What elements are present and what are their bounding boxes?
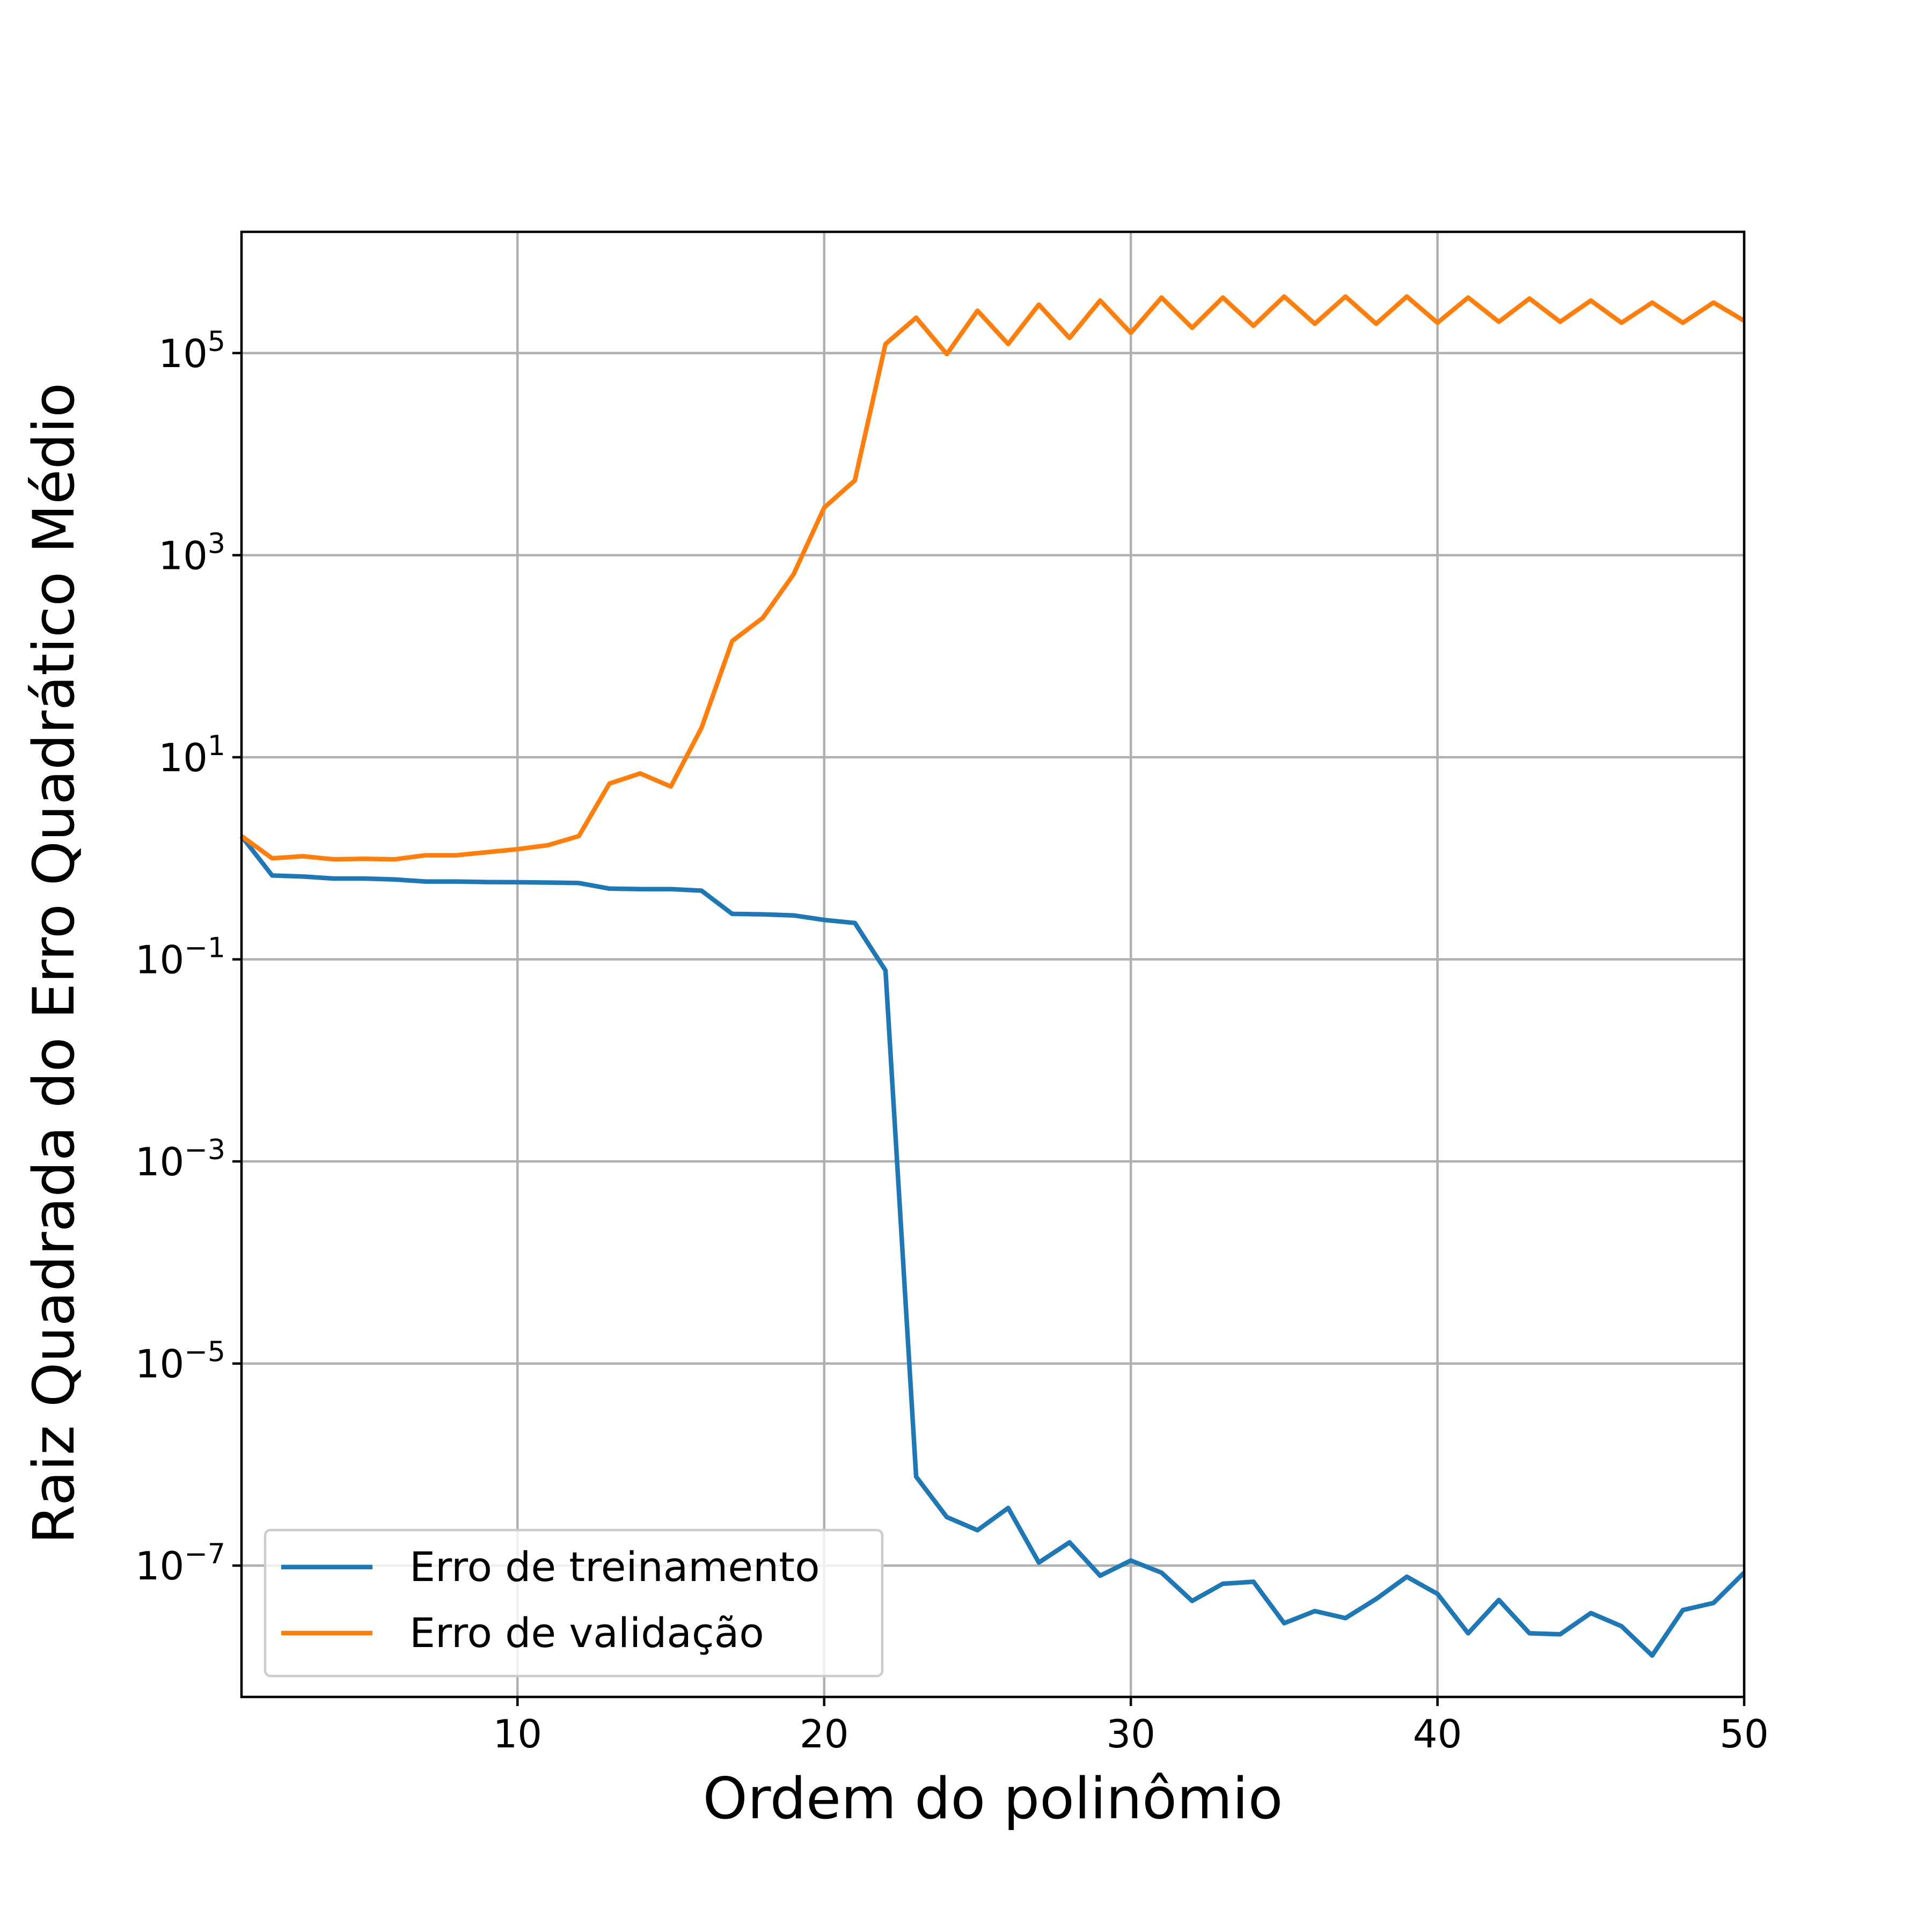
y-tick-base: 10 xyxy=(158,331,208,376)
x-axis-label: Ordem do polinômio xyxy=(702,1766,1283,1832)
y-tick-exponent: −3 xyxy=(184,1134,225,1166)
x-tick-label: 10 xyxy=(493,1711,542,1757)
y-tick-label: 10−3 xyxy=(135,1134,225,1184)
y-tick-label: 10−7 xyxy=(135,1538,225,1589)
y-tick-exponent: −1 xyxy=(184,932,225,964)
legend: Erro de treinamento Erro de validação xyxy=(264,1528,884,1678)
y-tick-exponent: −7 xyxy=(184,1538,225,1570)
plot-area xyxy=(241,232,1744,1697)
y-tick-base: 10 xyxy=(158,533,208,578)
plot-frame xyxy=(240,230,1746,1699)
y-tick-exponent: 1 xyxy=(208,730,225,762)
series-layer xyxy=(239,294,1746,1658)
x-axis: 10 20 30 40 50 xyxy=(493,1697,1769,1757)
y-tick-label: 101 xyxy=(158,730,225,780)
y-tick-exponent: 3 xyxy=(208,528,225,560)
y-tick-label: 103 xyxy=(158,528,225,578)
y-tick-base: 10 xyxy=(158,735,208,780)
x-tick-label: 30 xyxy=(1106,1711,1155,1757)
x-tick-label: 40 xyxy=(1413,1711,1462,1757)
y-tick-label: 105 xyxy=(158,326,225,376)
x-tick-label: 20 xyxy=(800,1711,849,1757)
y-axis-label: Raiz Quadrada do Erro Quadrático Médio xyxy=(21,383,87,1544)
legend-label-training: Erro de treinamento xyxy=(409,1543,820,1591)
y-tick-label: 10−5 xyxy=(135,1336,225,1387)
x-tick-label: 50 xyxy=(1719,1711,1769,1757)
grid xyxy=(241,232,1746,1697)
series-line-training xyxy=(239,835,1746,1658)
legend-box xyxy=(264,1528,884,1678)
series-line-validation xyxy=(240,294,1746,862)
y-tick-base: 10 xyxy=(135,1543,185,1589)
y-tick-base: 10 xyxy=(135,938,185,983)
y-tick-base: 10 xyxy=(135,1139,185,1184)
y-tick-exponent: −5 xyxy=(184,1336,225,1368)
y-tick-label: 10−1 xyxy=(135,932,225,983)
y-tick-base: 10 xyxy=(135,1342,185,1387)
legend-label-validation: Erro de validação xyxy=(409,1609,764,1657)
y-tick-exponent: 5 xyxy=(208,326,225,358)
